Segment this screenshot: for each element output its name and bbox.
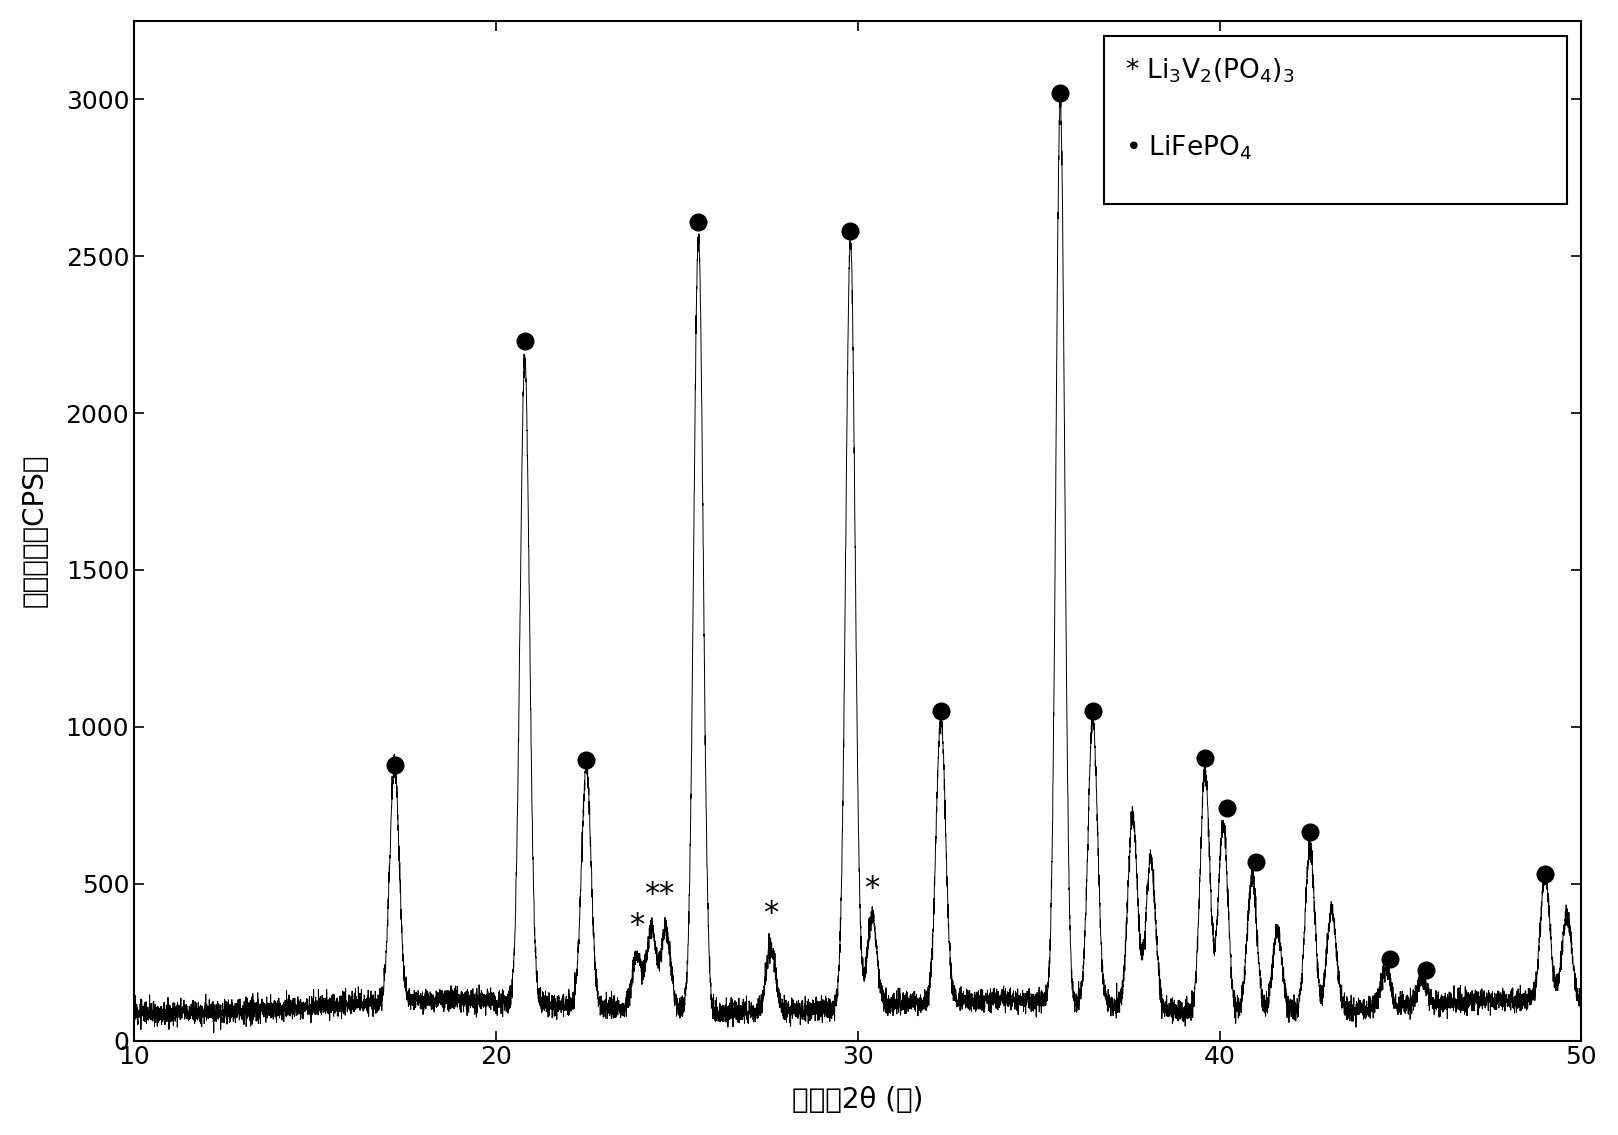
- Y-axis label: 衍射强度（CPS）: 衍射强度（CPS）: [21, 454, 49, 607]
- Text: *: *: [864, 874, 880, 902]
- Text: *: *: [629, 911, 644, 940]
- Text: • LiFePO$_4$: • LiFePO$_4$: [1126, 149, 1252, 177]
- Text: * Li$_3$V$_2$(PO$_4$)$_3$: * Li$_3$V$_2$(PO$_4$)$_3$: [1126, 67, 1294, 95]
- X-axis label: 衍射角2θ (度): 衍射角2θ (度): [791, 1086, 924, 1115]
- Text: • LiFePO$_4$: • LiFePO$_4$: [1126, 133, 1252, 161]
- Text: *: *: [644, 880, 659, 909]
- Text: *: *: [659, 880, 673, 909]
- Bar: [1103, 36, 1566, 204]
- Text: * Li$_3$V$_2$(PO$_4$)$_3$: * Li$_3$V$_2$(PO$_4$)$_3$: [1126, 57, 1294, 85]
- Text: *: *: [764, 899, 778, 927]
